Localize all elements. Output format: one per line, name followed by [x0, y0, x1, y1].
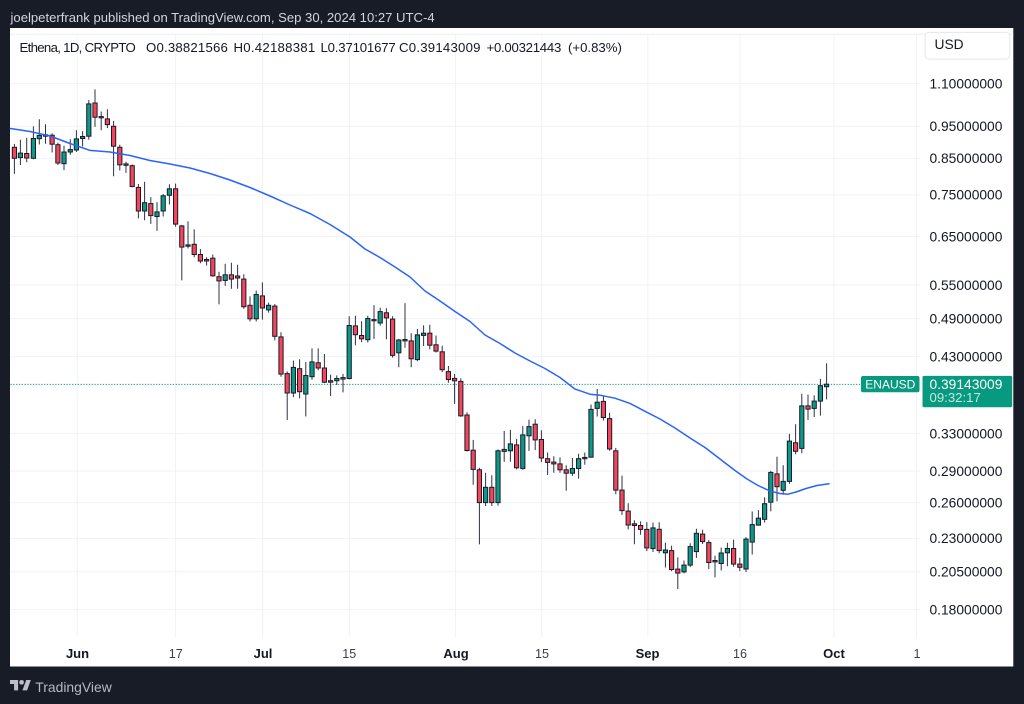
svg-text:Sep: Sep: [636, 646, 660, 661]
svg-text:0.43000000: 0.43000000: [930, 349, 1003, 364]
svg-text:0.95000000: 0.95000000: [930, 119, 1003, 134]
svg-text:1.10000000: 1.10000000: [930, 76, 1003, 91]
svg-text:0.49000000: 0.49000000: [930, 311, 1003, 326]
svg-text:Oct: Oct: [823, 646, 845, 661]
svg-text:0.26000000: 0.26000000: [930, 496, 1003, 511]
svg-text:09:32:17: 09:32:17: [930, 390, 981, 405]
svg-text:0.20500000: 0.20500000: [930, 565, 1003, 580]
svg-text:ENAUSD: ENAUSD: [865, 377, 915, 391]
svg-text:1: 1: [913, 647, 920, 661]
svg-text:15: 15: [535, 647, 549, 661]
svg-text:0.75000000: 0.75000000: [930, 188, 1003, 203]
svg-text:0.33000000: 0.33000000: [930, 426, 1003, 441]
svg-text:15: 15: [342, 647, 356, 661]
svg-text:Aug: Aug: [443, 646, 468, 661]
svg-text:Jul: Jul: [254, 646, 273, 661]
svg-text:0.23000000: 0.23000000: [930, 531, 1003, 546]
svg-text:0.65000000: 0.65000000: [930, 229, 1003, 244]
svg-text:0.29000000: 0.29000000: [930, 464, 1003, 479]
svg-text:Jun: Jun: [66, 646, 89, 661]
svg-text:USD: USD: [935, 37, 964, 52]
svg-text:0.39143009: 0.39143009: [930, 377, 1003, 392]
svg-text:0.85000000: 0.85000000: [930, 151, 1003, 166]
svg-text:17: 17: [169, 647, 183, 661]
svg-text:0.55000000: 0.55000000: [930, 278, 1003, 293]
svg-text:16: 16: [733, 647, 747, 661]
svg-text:0.18000000: 0.18000000: [930, 602, 1003, 617]
